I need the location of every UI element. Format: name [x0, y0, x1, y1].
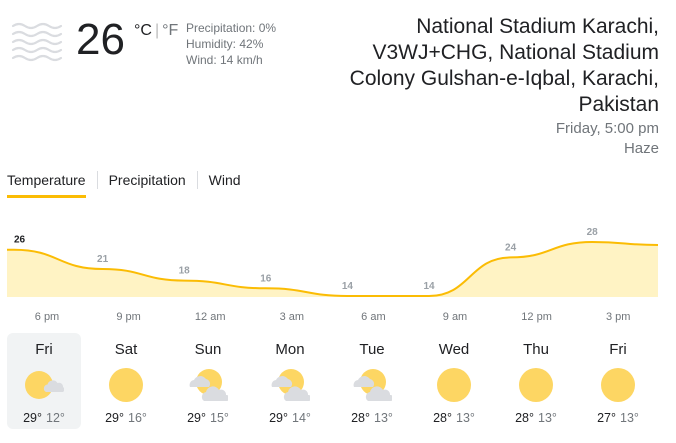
- chart-tabs: Temperature Precipitation Wind: [7, 171, 241, 199]
- unit-separator: |: [154, 22, 160, 39]
- tab-divider: [196, 171, 198, 189]
- cloud-shape: [271, 376, 293, 387]
- high-temp: 28°: [351, 411, 370, 425]
- x-tick-label: 3 am: [280, 311, 304, 323]
- day-name: Mon: [275, 341, 305, 358]
- temperature-area: [7, 242, 658, 297]
- x-tick-label: 9 am: [443, 311, 467, 323]
- forecast-day[interactable]: Fri 27° 13°: [581, 333, 655, 429]
- data-label: 28: [587, 227, 599, 238]
- tab-divider: [96, 171, 98, 189]
- sun-shape: [437, 368, 471, 402]
- temperature-chart: 26 21 18 16 14 14 24 28 6 pm 9 pm 12 am 3 am 6 am 9 a…: [7, 227, 659, 323]
- forecast-day[interactable]: Wed 28° 13°: [417, 333, 491, 429]
- day-name: Wed: [438, 341, 470, 358]
- partly-cloudy-icon: [25, 371, 64, 399]
- data-label: 24: [505, 242, 517, 253]
- forecast-day[interactable]: Thu 28° 13°: [499, 333, 573, 429]
- low-temp: 13°: [620, 411, 639, 425]
- low-temp: 13°: [456, 411, 475, 425]
- haze-icon: [11, 22, 63, 62]
- location-title: National Stadium Karachi, V3WJ+CHG, Nati…: [349, 15, 659, 116]
- local-time: Friday, 5:00 pm: [555, 120, 659, 137]
- high-temp: 27°: [597, 411, 616, 425]
- day-name: Tue: [359, 341, 385, 358]
- day-temps: 29° 12°: [7, 411, 81, 425]
- forecast-day[interactable]: Sun 29° 15°: [171, 333, 245, 429]
- cloud-shape: [201, 386, 228, 401]
- x-tick-label: 12 pm: [521, 311, 552, 323]
- sunny-icon: [519, 368, 553, 402]
- x-tick-label: 12 am: [195, 311, 226, 323]
- forecast-day[interactable]: Fri 29° 12°: [7, 333, 81, 429]
- cloudy-sun-icon: [353, 369, 392, 401]
- x-tick-label: 6 pm: [35, 311, 59, 323]
- forecast-day[interactable]: Sat 29° 16°: [89, 333, 163, 429]
- sunny-icon: [109, 368, 143, 402]
- wind-text: Wind: 14 km/h: [186, 53, 263, 67]
- day-temps: 27° 13°: [581, 411, 655, 425]
- low-temp: 12°: [46, 411, 65, 425]
- forecast-day[interactable]: Mon 29° 14°: [253, 333, 327, 429]
- day-name: Fri: [609, 341, 627, 358]
- x-tick-label: 9 pm: [116, 311, 140, 323]
- sun-shape: [519, 368, 553, 402]
- sun-shape: [601, 368, 635, 402]
- temperature-line: [7, 240, 659, 297]
- fahrenheit-toggle[interactable]: °F: [162, 22, 179, 39]
- cloud-shape: [365, 386, 392, 401]
- day-temps: 29° 14°: [253, 411, 327, 425]
- low-temp: 13°: [538, 411, 557, 425]
- day-temps: 29° 15°: [171, 411, 245, 425]
- precipitation-text: Precipitation: 0%: [186, 21, 277, 35]
- current-temperature: 26: [76, 15, 125, 64]
- sunny-icon: [437, 368, 471, 402]
- low-temp: 14°: [292, 411, 311, 425]
- data-label: 26: [14, 235, 26, 246]
- weather-details: Precipitation: 0% Humidity: 42% Wind: 14…: [186, 20, 276, 68]
- day-temps: 28° 13°: [335, 411, 409, 425]
- day-name: Sun: [194, 341, 222, 358]
- high-temp: 29°: [269, 411, 288, 425]
- day-name: Sat: [114, 341, 138, 358]
- high-temp: 29°: [23, 411, 42, 425]
- day-temps: 29° 16°: [89, 411, 163, 425]
- x-tick-label: 6 am: [361, 311, 385, 323]
- day-name: Thu: [523, 341, 549, 358]
- forecast-day[interactable]: Tue 28° 13°: [335, 333, 409, 429]
- data-label: 21: [97, 254, 109, 265]
- data-label: 14: [423, 281, 435, 292]
- humidity-text: Humidity: 42%: [186, 37, 264, 51]
- cloud-shape: [353, 376, 375, 387]
- unit-toggle: °C | °F: [134, 22, 178, 40]
- data-label: 16: [260, 273, 272, 284]
- cloud-shape: [189, 376, 211, 387]
- cloudy-sun-icon: [189, 369, 228, 401]
- high-temp: 28°: [433, 411, 452, 425]
- low-temp: 16°: [128, 411, 147, 425]
- tab-precipitation[interactable]: Precipitation: [108, 172, 186, 188]
- daily-forecast: Fri 29° 12° Sat 29° 16° Sun 29° 15° Mon 29°…: [7, 333, 663, 429]
- cloudy-sun-icon: [271, 369, 310, 401]
- tab-temperature[interactable]: Temperature: [7, 171, 86, 198]
- current-condition: Haze: [623, 140, 659, 157]
- low-temp: 15°: [210, 411, 229, 425]
- day-temps: 28° 13°: [499, 411, 573, 425]
- celsius-toggle[interactable]: °C: [134, 22, 152, 39]
- day-name: Fri: [35, 341, 53, 358]
- cloud-shape: [43, 380, 64, 392]
- day-temps: 28° 13°: [417, 411, 491, 425]
- high-temp: 29°: [105, 411, 124, 425]
- low-temp: 13°: [374, 411, 393, 425]
- cloud-shape: [283, 386, 310, 401]
- sun-shape: [109, 368, 143, 402]
- sunny-icon: [601, 368, 635, 402]
- tab-wind[interactable]: Wind: [208, 172, 241, 188]
- high-temp: 28°: [515, 411, 534, 425]
- data-label: 14: [342, 281, 354, 292]
- x-tick-label: 3 pm: [606, 311, 630, 323]
- high-temp: 29°: [187, 411, 206, 425]
- data-label: 18: [179, 266, 191, 277]
